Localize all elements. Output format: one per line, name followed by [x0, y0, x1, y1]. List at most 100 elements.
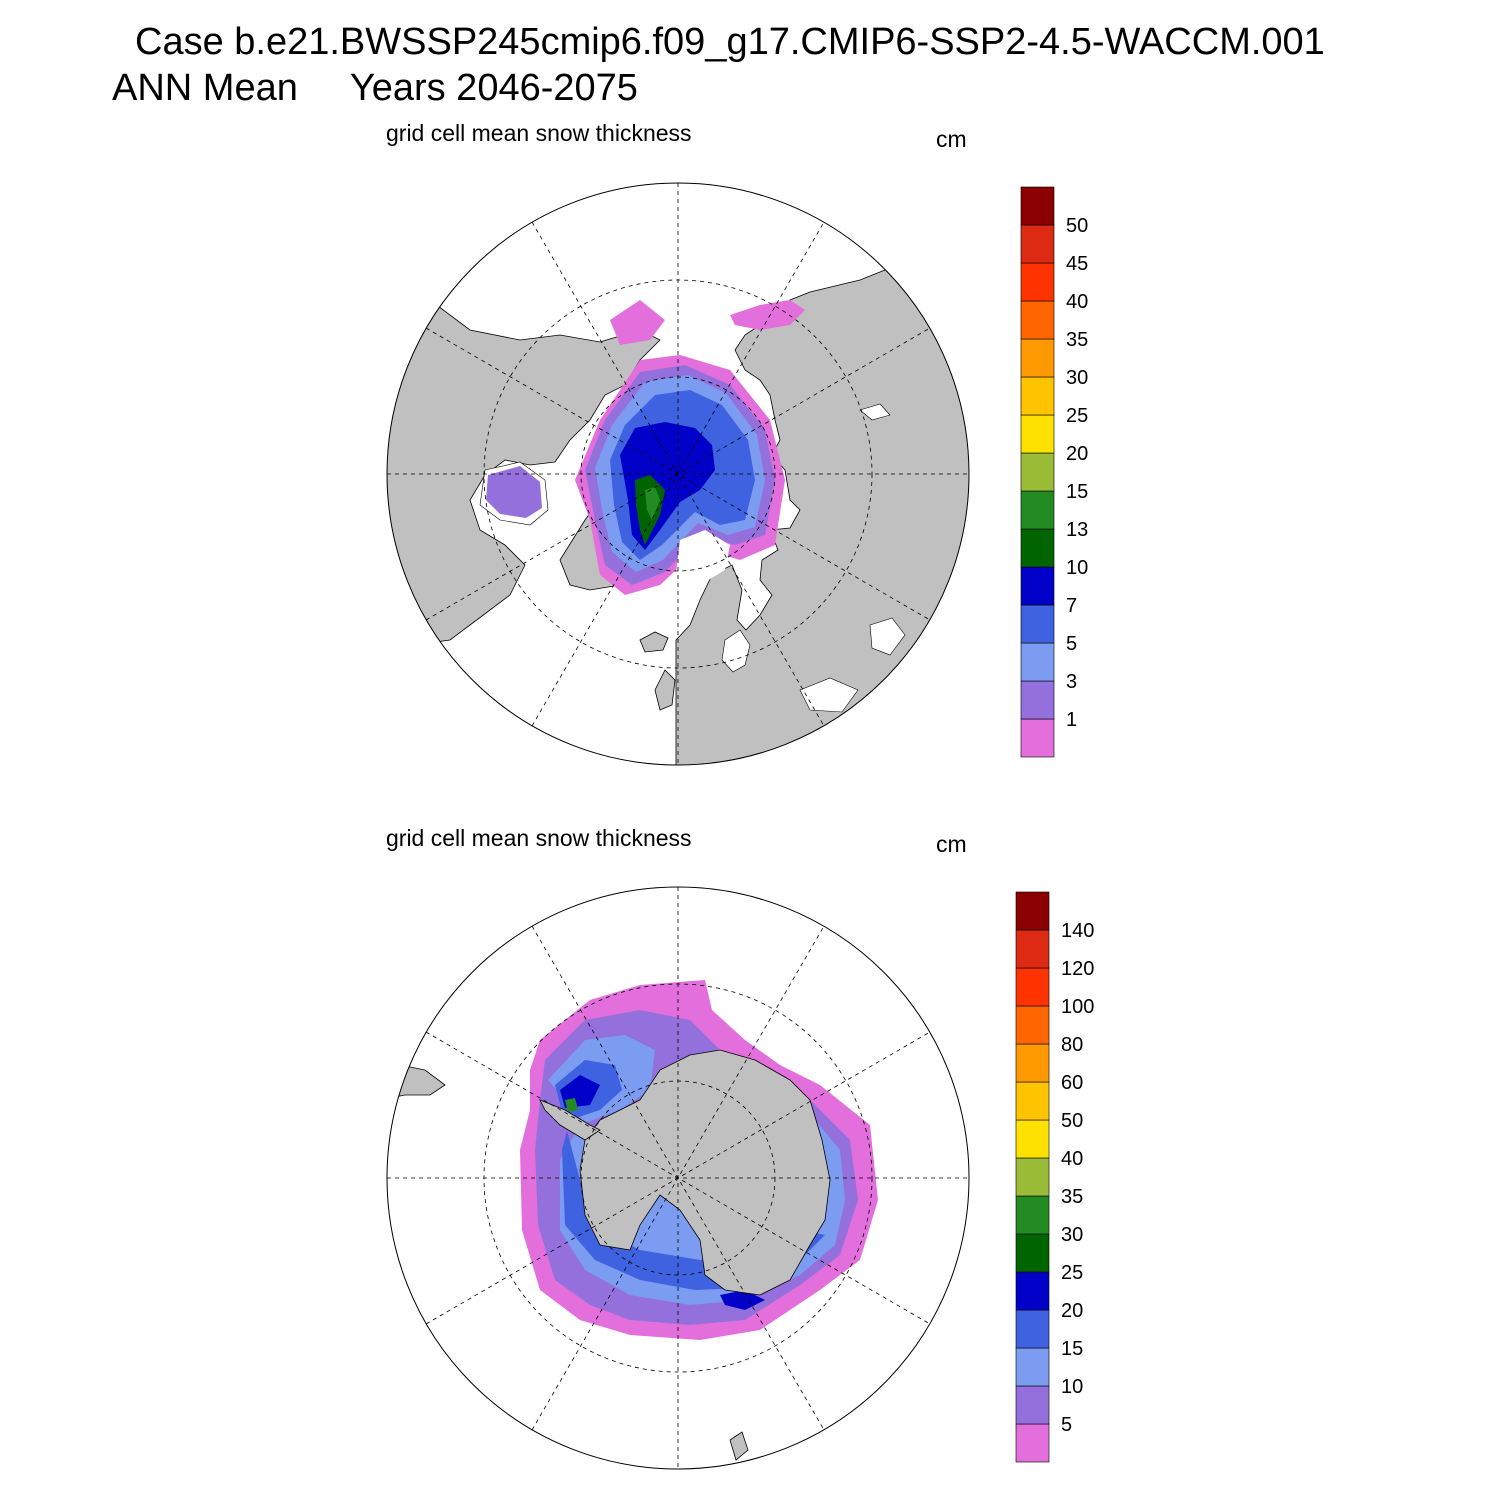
- south-colorbar-label: 25: [1061, 1262, 1083, 1284]
- south-colorbar-box: [1015, 1043, 1050, 1083]
- south-colorbar-label: 140: [1061, 920, 1094, 942]
- north-colorbar-box: [1020, 414, 1055, 454]
- south-colorbar-label: 60: [1061, 1072, 1083, 1094]
- south-colorbar-box: [1015, 1081, 1050, 1121]
- snow-band-7-10cm: [620, 422, 715, 550]
- south-colorbar-box: [1015, 1157, 1050, 1197]
- north-colorbar-box: [1020, 718, 1055, 758]
- north-colorbar-label: 10: [1066, 557, 1088, 579]
- open-water-barents: [675, 530, 730, 585]
- years-label: Years 2046-2075: [349, 67, 638, 109]
- south-colorbar-label: 5: [1061, 1414, 1072, 1436]
- south-colorbar-box: [1015, 1195, 1050, 1235]
- new-zealand: [729, 1431, 749, 1461]
- snow-band-3-5cm: [595, 375, 765, 572]
- south-colorbar-label: 100: [1061, 996, 1094, 1018]
- south-colorbar-label: 40: [1061, 1148, 1083, 1170]
- north-colorbar-box: [1020, 604, 1055, 644]
- north-colorbar-box: [1020, 376, 1055, 416]
- north-colorbar-box: [1020, 566, 1055, 606]
- north-colorbar-box: [1020, 452, 1055, 492]
- north-colorbar-label: 35: [1066, 329, 1088, 351]
- antarctic-peninsula: [539, 1099, 601, 1141]
- south-snow-band-15-20cm: [555, 1060, 825, 1290]
- south-colorbar-label: 35: [1061, 1186, 1083, 1208]
- south-colorbar-label: 120: [1061, 958, 1094, 980]
- south-units-label: cm: [936, 831, 967, 857]
- north-colorbar-label: 5: [1066, 633, 1077, 655]
- south-colorbar-box: [1015, 1309, 1050, 1349]
- north-colorbar-label: 20: [1066, 443, 1088, 465]
- north-colorbar-box: [1020, 300, 1055, 340]
- british-isles: [654, 669, 676, 711]
- south-panel-title: grid cell mean snow thickness: [386, 825, 692, 851]
- north-colorbar-label: 40: [1066, 291, 1088, 313]
- snow-band-10-13cm: [635, 475, 665, 545]
- snow-band-13-15cm: [645, 487, 660, 520]
- north-units-label: cm: [936, 126, 967, 152]
- south-colorbar-label: 50: [1061, 1110, 1083, 1132]
- south-snow-band-25-30cm: [565, 1098, 578, 1112]
- iceland: [639, 631, 669, 653]
- south-colorbar: 5 10 15 20 25 30 35 40 50 60 80 100 120 140: [1015, 891, 1094, 1463]
- north-colorbar-box: [1020, 680, 1055, 720]
- south-snow-band-ross: [720, 1290, 765, 1310]
- south-colorbar-label: 15: [1061, 1338, 1083, 1360]
- north-america-landmass: [387, 299, 661, 651]
- snow-band-0-1cm: [575, 355, 785, 595]
- lake-baikal: [859, 403, 891, 421]
- eurasia-landmass: [675, 261, 969, 765]
- snow-band-north-pacific: [610, 300, 665, 345]
- south-snow-band-5-10cm: [535, 1010, 858, 1325]
- north-map-content: [387, 183, 969, 765]
- north-colorbar-box: [1020, 338, 1055, 378]
- south-colorbar-box: [1015, 1271, 1050, 1311]
- south-map-content: [387, 887, 969, 1469]
- north-colorbar-label: 25: [1066, 405, 1088, 427]
- north-colorbar-label: 15: [1066, 481, 1088, 503]
- hudson-bay: [479, 461, 549, 526]
- south-colorbar-label: 80: [1061, 1034, 1083, 1056]
- baltic-sea: [721, 629, 751, 673]
- case-title: Case b.e21.BWSSP245cmip6.f09_g17.CMIP6-S…: [135, 21, 1325, 63]
- south-snow-band-0-5cm: [520, 980, 878, 1340]
- south-colorbar-label: 30: [1061, 1224, 1083, 1246]
- south-graticule: [387, 887, 969, 1469]
- period-title: ANN Mean Years 2046-2075: [112, 68, 638, 108]
- south-map-border: [386, 886, 970, 1470]
- north-colorbar-box: [1020, 642, 1055, 682]
- south-colorbar-box: [1015, 1233, 1050, 1273]
- south-snow-band-10-15cm: [548, 1035, 845, 1305]
- north-colorbar-box: [1020, 186, 1055, 226]
- north-colorbar-label: 13: [1066, 519, 1088, 541]
- south-colorbar-box: [1015, 967, 1050, 1007]
- north-colorbar-label: 50: [1066, 215, 1088, 237]
- black-sea: [799, 677, 859, 713]
- south-snow-band-20-25cm: [560, 1075, 600, 1108]
- antarctica-landmass: [579, 1049, 831, 1296]
- north-panel-title: grid cell mean snow thickness: [386, 120, 692, 146]
- snow-band-5-7cm: [610, 390, 755, 560]
- south-colorbar-box: [1015, 1005, 1050, 1045]
- north-colorbar-label: 3: [1066, 671, 1077, 693]
- south-colorbar-box: [1015, 1423, 1050, 1463]
- north-colorbar-label: 1: [1066, 709, 1077, 731]
- season-label: ANN Mean: [112, 67, 298, 109]
- north-colorbar-box: [1020, 224, 1055, 264]
- north-colorbar-box: [1020, 490, 1055, 530]
- north-colorbar-box: [1020, 262, 1055, 302]
- south-colorbar-label: 10: [1061, 1376, 1083, 1398]
- south-colorbar-box: [1015, 929, 1050, 969]
- south-colorbar-box: [1015, 1385, 1050, 1425]
- north-colorbar-label: 7: [1066, 595, 1077, 617]
- south-colorbar-box: [1015, 1119, 1050, 1159]
- north-colorbar-label: 30: [1066, 367, 1088, 389]
- snow-band-okhotsk: [730, 300, 805, 330]
- greenland: [559, 479, 671, 591]
- north-colorbar-label: 45: [1066, 253, 1088, 275]
- south-colorbar-box: [1015, 1347, 1050, 1387]
- caspian-sea: [869, 617, 906, 656]
- snow-band-hudson: [486, 466, 542, 518]
- south-america-tip: [387, 1064, 446, 1101]
